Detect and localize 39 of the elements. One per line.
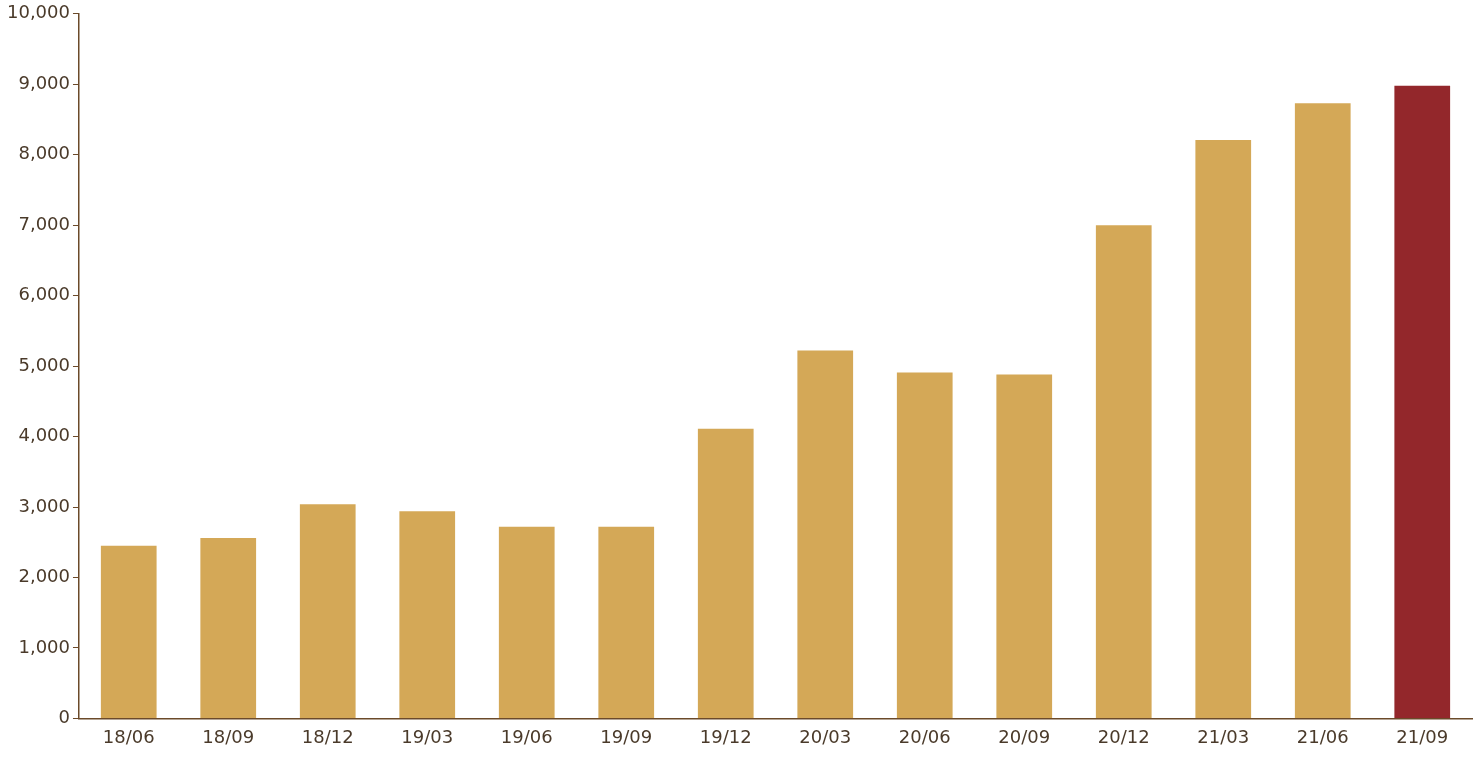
x-tick-label: 18/06 [102, 725, 155, 747]
bar [1195, 139, 1252, 718]
x-tick-label: 21/09 [1396, 725, 1449, 747]
y-tick-label: 8,000 [18, 142, 70, 164]
y-tick-label: 2,000 [18, 565, 70, 587]
bar [598, 526, 655, 718]
y-tick-label: 6,000 [18, 283, 70, 305]
x-tick-label: 20/12 [1097, 725, 1150, 747]
bar [1394, 85, 1451, 718]
x-tick-label: 19/12 [699, 725, 752, 747]
y-tick-label: 9,000 [18, 71, 70, 93]
y-tick-label: 7,000 [18, 212, 70, 234]
y-tick-label: 3,000 [18, 494, 70, 516]
y-tick-label: 5,000 [18, 353, 70, 375]
x-tick-label: 19/09 [600, 725, 653, 747]
y-tick-label: 1,000 [18, 635, 70, 657]
bar [797, 350, 854, 718]
bar [996, 374, 1053, 718]
x-tick-label: 20/06 [898, 725, 951, 747]
bar [299, 504, 356, 718]
x-tick-label: 18/12 [301, 725, 354, 747]
bar [399, 511, 456, 718]
y-tick-label: 10,000 [7, 1, 70, 23]
bar [200, 538, 257, 718]
x-tick-label: 18/09 [202, 725, 255, 747]
x-tick-label: 20/03 [799, 725, 852, 747]
bar [1095, 225, 1152, 718]
y-tick-label: 0 [58, 706, 70, 728]
bar [498, 526, 555, 718]
bar [896, 372, 953, 718]
x-tick-label: 20/09 [998, 725, 1051, 747]
x-tick-label: 21/06 [1296, 725, 1349, 747]
x-tick-label: 21/03 [1197, 725, 1250, 747]
bar [1294, 103, 1351, 718]
bar [100, 545, 157, 718]
x-tick-label: 19/03 [401, 725, 454, 747]
y-tick-label: 4,000 [18, 424, 70, 446]
x-tick-label: 19/06 [500, 725, 553, 747]
bar [697, 428, 754, 718]
